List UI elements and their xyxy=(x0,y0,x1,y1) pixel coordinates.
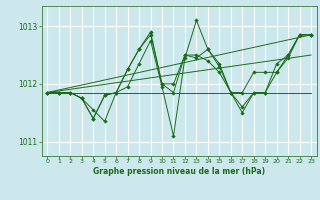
X-axis label: Graphe pression niveau de la mer (hPa): Graphe pression niveau de la mer (hPa) xyxy=(93,167,265,176)
